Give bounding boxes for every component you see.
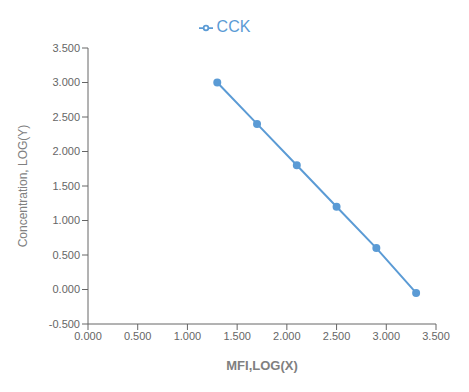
svg-text:3.000: 3.000: [52, 76, 80, 88]
svg-text:2.500: 2.500: [52, 111, 80, 123]
svg-text:-0.500: -0.500: [49, 318, 80, 330]
svg-text:MFI,LOG(X): MFI,LOG(X): [226, 358, 298, 373]
svg-text:3.500: 3.500: [52, 42, 80, 54]
svg-text:2.000: 2.000: [52, 145, 80, 157]
svg-text:0.000: 0.000: [74, 330, 102, 342]
svg-text:3.500: 3.500: [422, 330, 450, 342]
svg-text:Concentration, LOG(Y): Concentration, LOG(Y): [16, 125, 30, 248]
svg-text:1.000: 1.000: [174, 330, 202, 342]
svg-text:2.000: 2.000: [273, 330, 301, 342]
svg-text:0.000: 0.000: [52, 283, 80, 295]
svg-text:1.500: 1.500: [52, 180, 80, 192]
svg-text:2.500: 2.500: [323, 330, 351, 342]
html-text:CCK: CCK: [216, 18, 251, 35]
svg-text:3.000: 3.000: [373, 330, 401, 342]
svg-text:0.500: 0.500: [52, 249, 80, 261]
svg-text:1.000: 1.000: [52, 214, 80, 226]
svg-text:0.500: 0.500: [124, 330, 152, 342]
svg-text:1.500: 1.500: [223, 330, 251, 342]
